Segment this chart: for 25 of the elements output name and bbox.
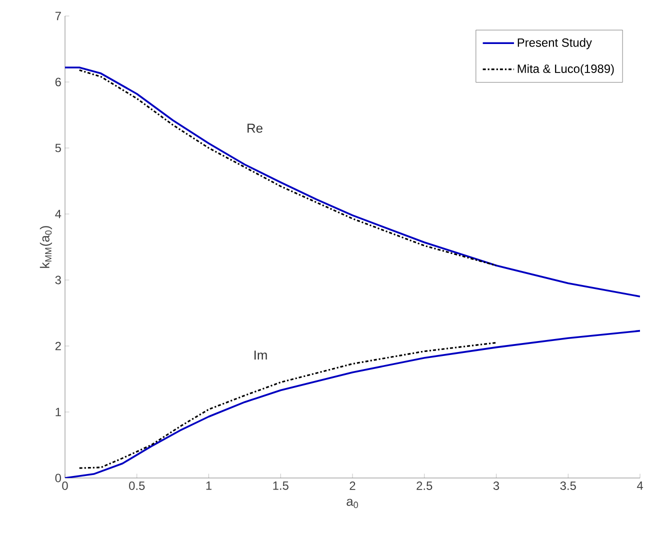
y-tick-label: 0	[55, 474, 62, 482]
line-series	[78, 342, 498, 469]
x-tick-label: 1.5	[273, 482, 288, 490]
x-tick-label: 2	[350, 482, 356, 490]
y-axis-title: k$_{MM}$(a$_{0}$)	[40, 226, 52, 268]
x-tick-label: 0	[62, 482, 68, 490]
x-tick-label: 3	[493, 482, 500, 490]
y-tick-label: 5	[55, 144, 61, 152]
line-series	[78, 69, 498, 266]
x-tick-label: 0.5	[129, 482, 145, 490]
annotation: Re	[248, 124, 262, 133]
x-tick-label: 4	[636, 482, 643, 490]
y-tick-label: 4	[55, 210, 62, 218]
x-axis-title: a$_{0}$	[346, 498, 358, 508]
y-tick-label: 6	[55, 78, 61, 86]
y-tick-label: 1	[56, 408, 61, 416]
legend-label: Mita & Luco(1989)	[518, 64, 614, 76]
x-tick-label: 1	[206, 482, 212, 490]
y-tick-label: 3	[55, 276, 61, 284]
y-tick-label: 2	[55, 342, 61, 350]
legend-label: Present Study	[518, 38, 592, 50]
x-tick-label: 2.5	[416, 482, 432, 490]
y-tick-label: 7	[55, 12, 61, 20]
x-tick-label: 3.5	[560, 482, 576, 490]
annotation: Im	[254, 350, 267, 360]
